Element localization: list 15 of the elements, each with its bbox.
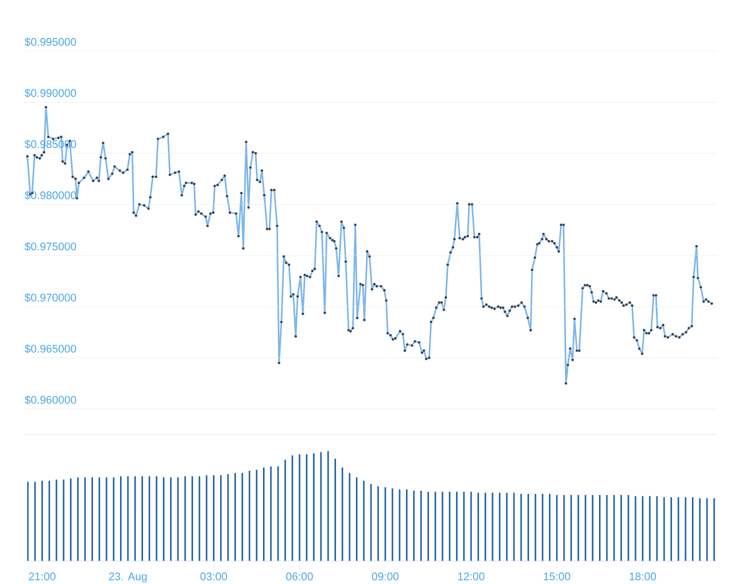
x-tick-label: 15:00 — [544, 572, 570, 580]
y-tick-label: $0.995000 — [24, 38, 76, 46]
x-tick-label: 06:00 — [286, 572, 313, 580]
y-tick-label: $0.980000 — [24, 190, 76, 200]
x-tick-label: 23. Aug — [109, 572, 147, 582]
x-tick-label: 21:00 — [28, 572, 56, 580]
x-tick-label: 18:00 — [630, 572, 656, 580]
y-tick-label: $0.975000 — [24, 242, 76, 252]
y-tick-label: $0.965000 — [24, 344, 76, 354]
y-tick-label: $0.960000 — [24, 395, 76, 404]
x-tick-label: 09:00 — [372, 572, 399, 580]
y-tick-label: $0.970000 — [24, 293, 76, 302]
x-tick-label: 03:00 — [200, 572, 228, 580]
x-tick-label: 12:00 — [458, 572, 484, 580]
y-tick-label: $0.990000 — [24, 88, 76, 98]
